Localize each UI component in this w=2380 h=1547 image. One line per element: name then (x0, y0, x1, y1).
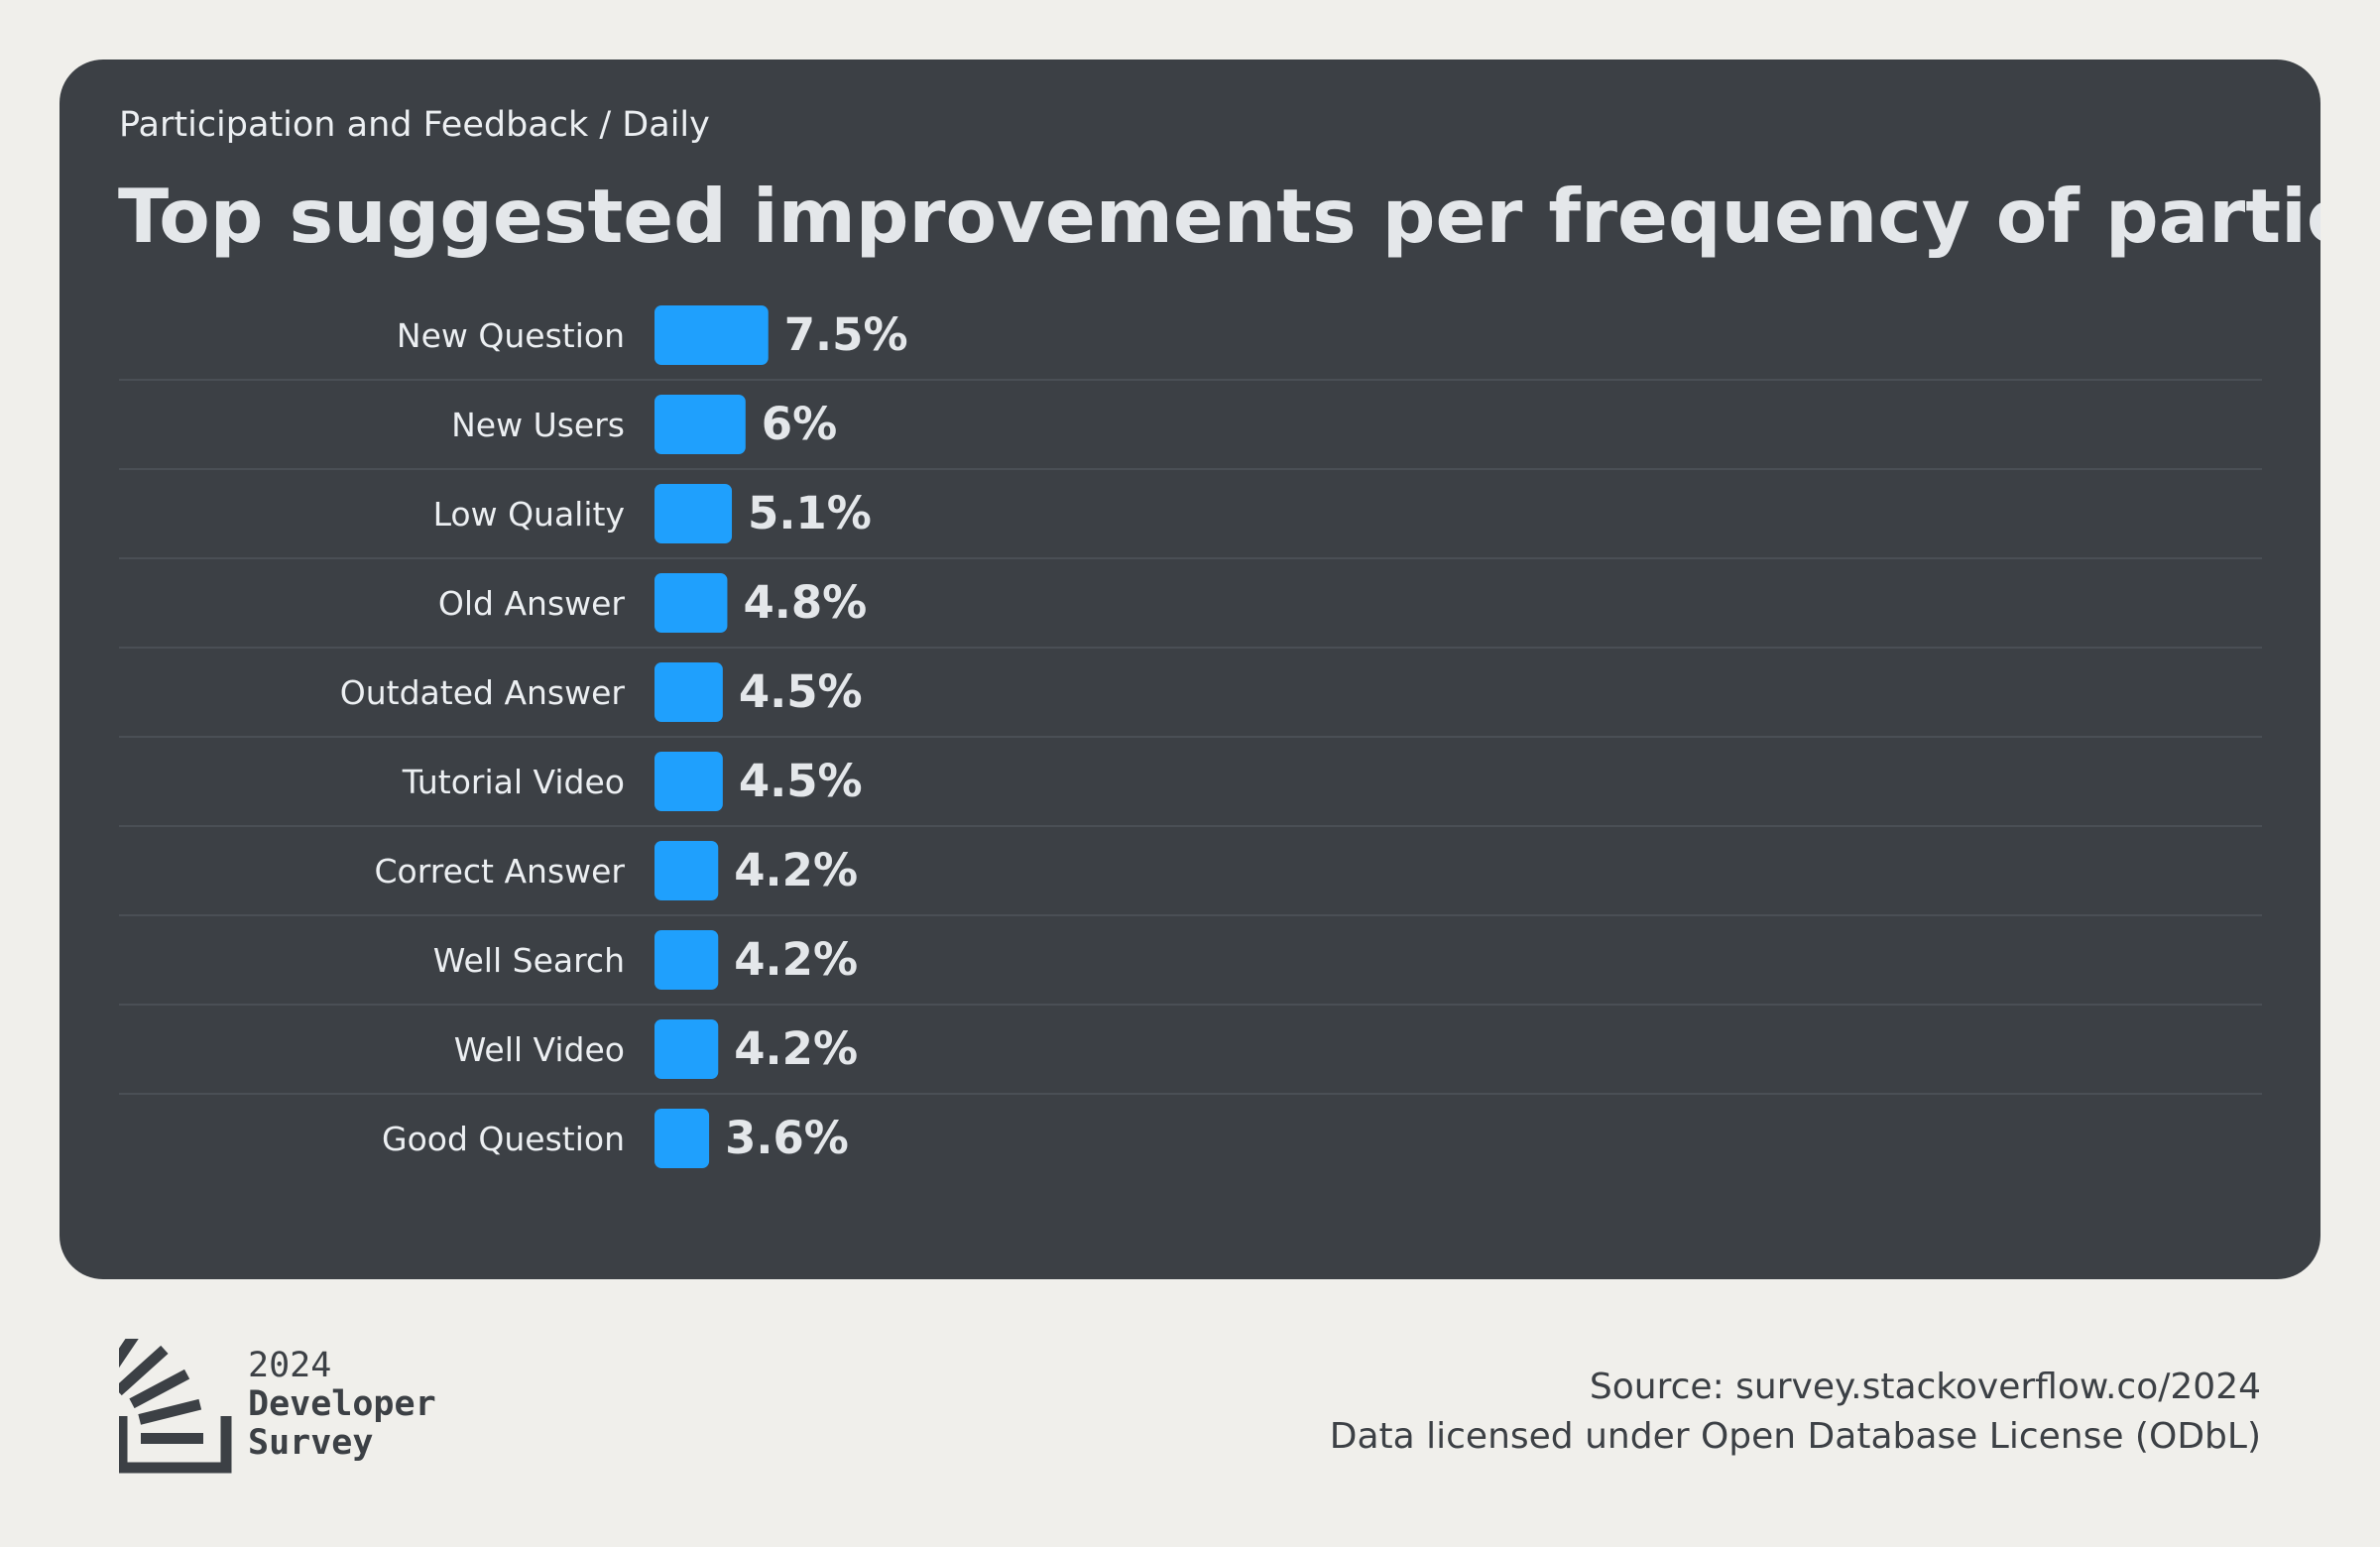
chart-title: Top suggested improvements per frequency… (118, 173, 2320, 260)
chart-subtitle: Participation and Feedback / Daily (119, 105, 710, 145)
bar[interactable] (654, 1019, 719, 1079)
value-label: 4.8% (743, 576, 867, 629)
bar[interactable] (654, 752, 723, 811)
value-label: 4.2% (734, 844, 858, 896)
bar[interactable] (654, 841, 719, 900)
logo-line-survey: Survey (248, 1423, 374, 1463)
bar[interactable] (654, 573, 728, 633)
category-label: Well Search (433, 941, 625, 980)
value-label: 4.2% (734, 933, 858, 986)
value-label: 3.6% (725, 1112, 849, 1164)
value-label: 4.2% (734, 1022, 858, 1075)
bar[interactable] (654, 484, 733, 543)
chart-card: Participation and Feedback / Daily Top s… (60, 60, 2320, 1279)
value-label: 4.5% (739, 665, 863, 718)
license-text: Data licensed under Open Database Licens… (1329, 1416, 2261, 1457)
category-label: Old Answer (438, 584, 626, 623)
bar[interactable] (654, 930, 719, 990)
value-label: 4.5% (739, 755, 863, 807)
logo-line-developer: Developer (248, 1384, 436, 1424)
category-label: Tutorial Video (402, 763, 625, 801)
value-label: 5.1% (748, 487, 872, 539)
stackoverflow-logo-icon (119, 1339, 232, 1474)
survey-logo-text: 2024 Developer Survey (248, 1347, 436, 1463)
category-label: New Question (397, 316, 625, 355)
value-label: 6% (762, 398, 837, 450)
bar[interactable] (654, 395, 746, 454)
category-label: Well Video (454, 1030, 625, 1069)
bar[interactable] (654, 1109, 710, 1168)
value-label: 7.5% (784, 308, 908, 361)
source-link[interactable]: Source: survey.stackoverflow.co/2024 (1589, 1367, 2261, 1407)
logo-year: 2024 (248, 1346, 332, 1385)
category-label: Outdated Answer (340, 673, 626, 712)
bar[interactable] (654, 662, 723, 722)
category-label: New Users (451, 406, 625, 444)
bar-chart: New Question 7.5% New Users 6% Low Quality 5.… (119, 305, 2262, 1168)
bar[interactable] (654, 305, 769, 365)
category-label: Low Quality (433, 495, 625, 534)
category-label: Good Question (382, 1120, 625, 1158)
category-label: Correct Answer (375, 852, 626, 891)
source-block: Source: survey.stackoverflow.co/2024 Dat… (1330, 1363, 2261, 1462)
